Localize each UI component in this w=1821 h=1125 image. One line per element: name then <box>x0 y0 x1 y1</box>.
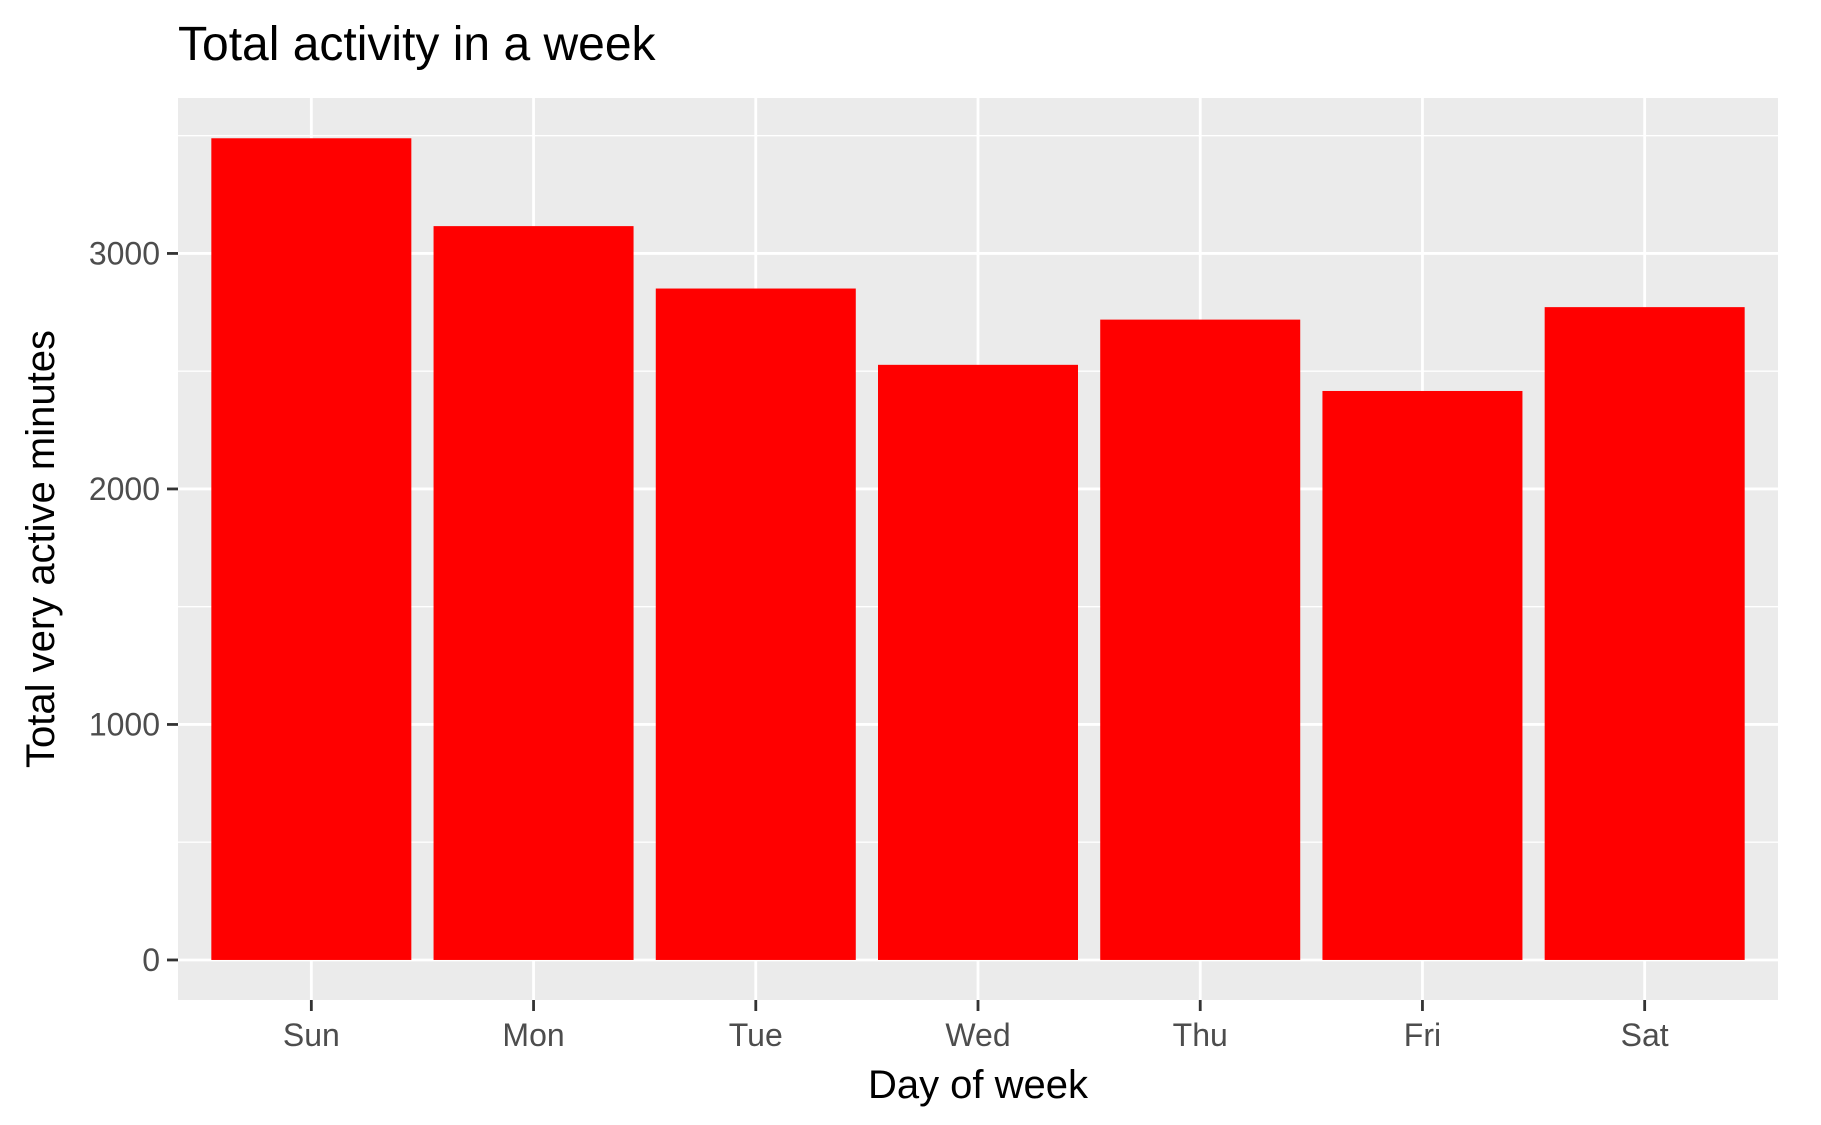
y-tick-label: 0 <box>142 942 160 978</box>
x-tick-label-thu: Thu <box>1173 1017 1228 1053</box>
bars <box>211 138 1745 960</box>
bar-wed <box>878 364 1078 960</box>
bar-fri <box>1322 390 1523 960</box>
x-tick-label-sun: Sun <box>283 1017 340 1053</box>
x-tick-label-wed: Wed <box>945 1017 1010 1053</box>
x-tick-label-tue: Tue <box>729 1017 783 1053</box>
chart-title: Total activity in a week <box>178 18 657 71</box>
bar-sun <box>211 138 412 960</box>
bar-mon <box>433 226 634 960</box>
x-tick-label-sat: Sat <box>1621 1017 1669 1053</box>
axes: 0 1000 2000 3000 Sun Mon Tue Wed Thu Fri Sat <box>89 235 1669 1053</box>
x-tick-label-mon: Mon <box>502 1017 564 1053</box>
bar-sat <box>1544 307 1745 960</box>
bar-thu <box>1100 319 1301 960</box>
y-tick-label: 2000 <box>89 471 160 507</box>
y-tick-label: 1000 <box>89 706 160 742</box>
y-axis-title: Total very active minutes <box>19 330 63 768</box>
y-tick-label: 3000 <box>89 235 160 271</box>
bar-tue <box>655 288 856 960</box>
x-axis-title: Day of week <box>868 1063 1089 1107</box>
x-tick-label-fri: Fri <box>1404 1017 1441 1053</box>
